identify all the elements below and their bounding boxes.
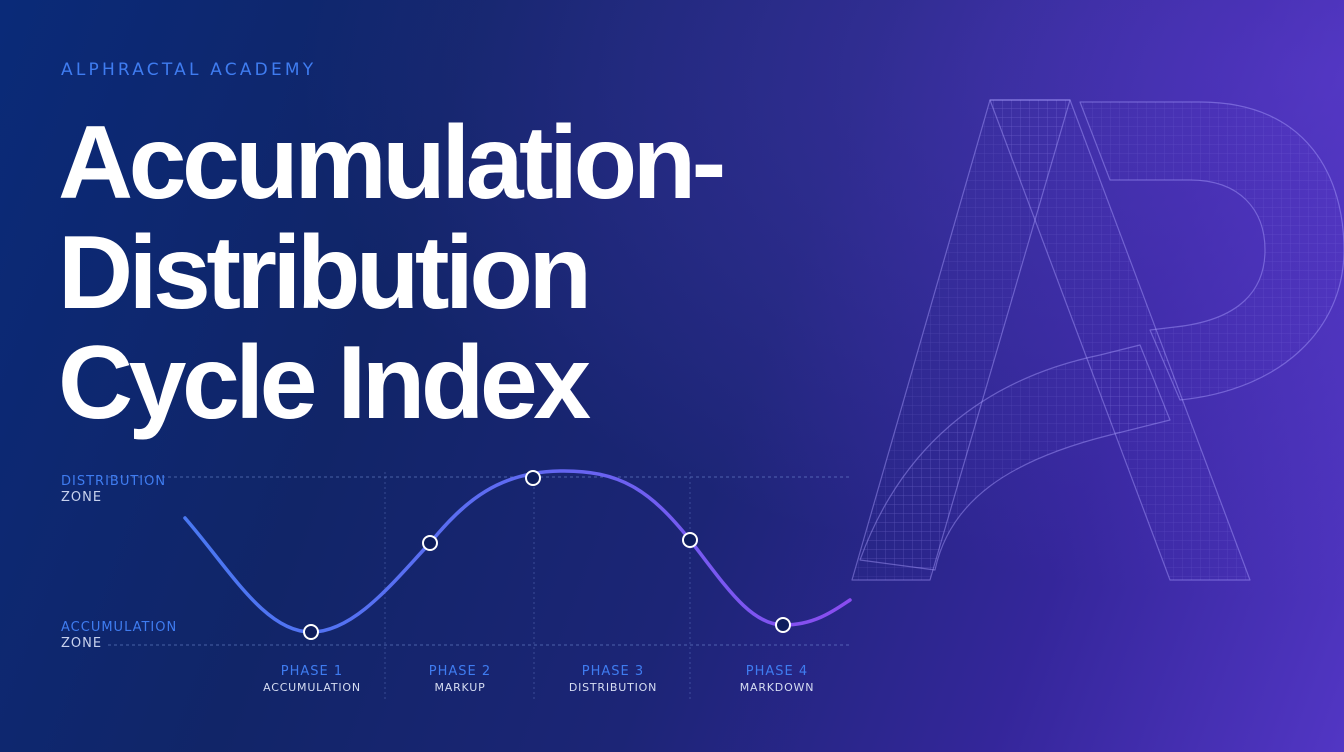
phase-number: PHASE 4 bbox=[745, 664, 809, 679]
distribution-zone-label-line2: ZONE bbox=[61, 490, 103, 505]
phase-name: MARKUP bbox=[434, 681, 486, 694]
phase-label-4: PHASE 4 MARKDOWN bbox=[702, 664, 852, 696]
accumulation-zone-label-line2: ZONE bbox=[61, 636, 103, 651]
title-line-3: Cycle Index bbox=[58, 325, 591, 441]
cycle-point-3 bbox=[525, 470, 541, 486]
cycle-curve bbox=[183, 469, 852, 634]
phase-name: MARKDOWN bbox=[739, 681, 815, 694]
ap-wireframe-logo-icon bbox=[851, 99, 1344, 581]
phase-label-3: PHASE 3 DISTRIBUTION bbox=[538, 664, 688, 696]
phase-label-1: PHASE 1 ACCUMULATION bbox=[237, 664, 387, 696]
phase-number: PHASE 2 bbox=[428, 664, 492, 679]
brand-label: ALPHRACTAL ACADEMY bbox=[61, 60, 317, 80]
title-line-2: Distribution bbox=[58, 215, 592, 331]
accumulation-zone-label-line1: ACCUMULATION bbox=[61, 620, 178, 635]
title-line-1: Accumulation- bbox=[58, 105, 726, 221]
distribution-zone-label-line1: DISTRIBUTION bbox=[61, 474, 167, 489]
cycle-point-5 bbox=[775, 617, 791, 633]
phase-number: PHASE 3 bbox=[581, 664, 645, 679]
distribution-zone-label: DISTRIBUTION ZONE bbox=[61, 474, 166, 506]
phase-name: DISTRIBUTION bbox=[568, 681, 658, 694]
cycle-point-2 bbox=[422, 535, 438, 551]
phase-name: ACCUMULATION bbox=[263, 681, 361, 694]
phase-label-2: PHASE 2 MARKUP bbox=[385, 664, 535, 696]
phase-number: PHASE 1 bbox=[280, 664, 344, 679]
page-title: Accumulation- Distribution Cycle Index bbox=[58, 108, 858, 438]
cycle-point-1 bbox=[303, 624, 319, 640]
cycle-point-4 bbox=[682, 532, 698, 548]
accumulation-zone-label: ACCUMULATION ZONE bbox=[61, 620, 177, 652]
